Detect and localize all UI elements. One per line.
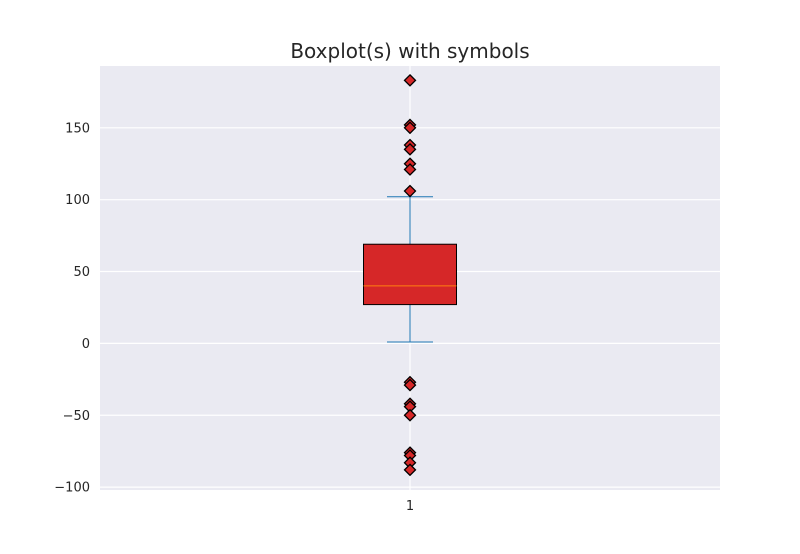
- outlier-point: [403, 408, 417, 422]
- outlier-point: [403, 163, 417, 176]
- outlier-point: [403, 378, 417, 392]
- box-body: [363, 243, 457, 306]
- outlier-point: [403, 463, 417, 477]
- y-tick-label: −50: [63, 409, 90, 424]
- y-tick-label: 50: [73, 265, 90, 280]
- y-tick-label: 100: [65, 193, 90, 208]
- outlier-point: [403, 73, 417, 87]
- outlier-point: [403, 142, 417, 156]
- y-tick-label: 0: [82, 337, 90, 352]
- x-tick-label: 1: [406, 499, 414, 514]
- outlier-point: [403, 121, 417, 135]
- outlier-point: [403, 184, 417, 198]
- box-group: [363, 73, 457, 477]
- axis-layer: −100 −50 0 50 100 150 1: [54, 121, 414, 514]
- box-layer: [363, 73, 457, 477]
- chart-title: Boxplot(s) with symbols: [290, 39, 529, 63]
- y-tick-label: 150: [65, 121, 90, 136]
- y-tick-label: −100: [54, 481, 90, 496]
